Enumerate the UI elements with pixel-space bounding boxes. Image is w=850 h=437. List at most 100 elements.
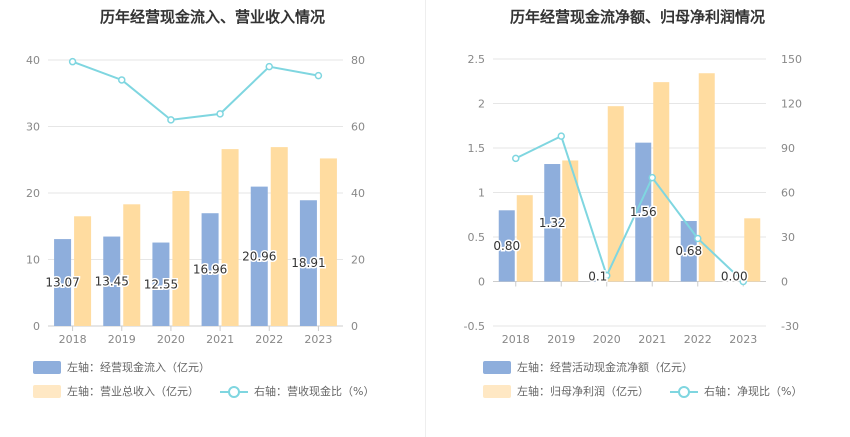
bar bbox=[607, 106, 624, 282]
chart-panel-inflow-revenue: 历年经营现金流入、营业收入情况 0 0 10 20 20 40 30 60 40 80 2018 20… bbox=[26, 8, 374, 399]
legend-swatch bbox=[33, 384, 61, 398]
y-left-tick-label: 20 bbox=[26, 187, 40, 200]
bar bbox=[201, 213, 219, 326]
x-tick-label: 2023 bbox=[304, 333, 332, 346]
data-label: 0.00 bbox=[721, 270, 748, 284]
panel-divider bbox=[425, 0, 426, 437]
bar bbox=[103, 236, 121, 326]
legend-item[interactable]: 左轴：经营现金流入（亿元） bbox=[33, 359, 210, 375]
x-tick-label: 2021 bbox=[206, 333, 234, 346]
chart-title: 历年经营现金流净额、归母净利润情况 bbox=[509, 8, 765, 26]
y-left-tick-label: 0.5 bbox=[468, 231, 486, 244]
data-label: 0.68 bbox=[675, 244, 702, 258]
legend-line-swatch bbox=[220, 385, 248, 398]
bar bbox=[319, 158, 337, 326]
y-left-tick-label: 0 bbox=[33, 320, 40, 333]
chart-title: 历年经营现金流入、营业收入情况 bbox=[99, 8, 325, 26]
legend-swatch bbox=[483, 360, 511, 374]
x-tick-label: 2018 bbox=[59, 333, 87, 346]
bar bbox=[562, 160, 579, 282]
bar bbox=[270, 147, 288, 326]
bar bbox=[498, 210, 515, 282]
bar bbox=[74, 216, 92, 326]
y-left-tick-label: 30 bbox=[26, 121, 40, 134]
legend-swatch bbox=[33, 360, 61, 374]
y-right-tick-label: 60 bbox=[351, 121, 365, 134]
y-left-tick-label: 2 bbox=[478, 98, 485, 111]
legend-item[interactable]: 右轴：净现比（%） bbox=[670, 383, 802, 399]
data-label: 0.1 bbox=[588, 270, 607, 284]
x-tick-label: 2019 bbox=[108, 333, 136, 346]
y-right-tick-label: 90 bbox=[781, 142, 795, 155]
bar bbox=[698, 73, 715, 282]
y-right-tick-label: 60 bbox=[781, 187, 795, 200]
x-tick-label: 2018 bbox=[502, 333, 530, 346]
y-left-tick-label: 1 bbox=[478, 187, 485, 200]
bar bbox=[152, 242, 170, 326]
x-tick-label: 2021 bbox=[638, 333, 666, 346]
bar bbox=[744, 218, 761, 282]
chart-panel-netflow-profit: 历年经营现金流净额、归母净利润情况 -0.5 -30 0 0 0.5 30 1 60 1.5 90… bbox=[425, 0, 850, 437]
data-label: 16.96 bbox=[193, 263, 227, 277]
legend-item[interactable]: 左轴：经营活动现金流净额（亿元） bbox=[483, 359, 693, 375]
bar bbox=[544, 164, 561, 282]
series-line bbox=[515, 134, 744, 283]
chart-canvas: -0.5 -30 0 0 0.5 30 1 60 1.5 90 2 120 2.5 150 2018 2019… bbox=[464, 53, 802, 346]
y-right-tick-label: 40 bbox=[351, 187, 365, 200]
line-point bbox=[603, 271, 611, 280]
y-left-tick-label: 2.5 bbox=[468, 53, 486, 66]
legend-item[interactable]: 右轴：营收现金比（%） bbox=[220, 383, 374, 399]
legend-item[interactable]: 左轴：归母净利润（亿元） bbox=[483, 383, 649, 399]
data-label: 1.56 bbox=[630, 205, 657, 219]
legend-label: 右轴：营收现金比（%） bbox=[254, 385, 375, 398]
data-label: 20.96 bbox=[242, 249, 276, 263]
bar bbox=[250, 186, 268, 326]
y-right-tick-label: 150 bbox=[781, 53, 802, 66]
data-label: 13.07 bbox=[45, 276, 79, 290]
y-right-tick-label: 80 bbox=[351, 54, 365, 67]
x-tick-label: 2023 bbox=[729, 333, 757, 346]
legend-label: 右轴：净现比（%） bbox=[704, 385, 803, 398]
x-tick-label: 2019 bbox=[547, 333, 575, 346]
line-point bbox=[118, 76, 126, 84]
y-right-tick-label: 30 bbox=[781, 231, 795, 244]
bar bbox=[516, 195, 533, 282]
y-left-tick-label: 10 bbox=[26, 254, 40, 267]
line-point bbox=[265, 62, 273, 71]
bar bbox=[299, 200, 317, 326]
legend-label: 左轴：营业总收入（亿元） bbox=[67, 385, 199, 398]
line-point bbox=[512, 154, 520, 163]
y-left-tick-label: 0 bbox=[478, 276, 485, 289]
bar bbox=[680, 220, 697, 282]
bar bbox=[221, 149, 239, 326]
bar bbox=[635, 142, 652, 282]
y-left-tick-label: 1.5 bbox=[468, 142, 486, 155]
y-right-tick-label: -30 bbox=[781, 320, 799, 333]
y-left-tick-label: 40 bbox=[26, 54, 40, 67]
bar bbox=[589, 280, 606, 282]
x-tick-label: 2020 bbox=[157, 333, 185, 346]
line-point bbox=[314, 71, 323, 80]
y-left-tick-label: -0.5 bbox=[464, 320, 485, 333]
x-tick-label: 2020 bbox=[593, 333, 621, 346]
legend-item[interactable]: 左轴：营业总收入（亿元） bbox=[33, 383, 199, 399]
data-label: 0.80 bbox=[493, 239, 520, 253]
legend-swatch bbox=[483, 384, 511, 398]
series-line bbox=[72, 60, 319, 121]
data-label: 13.45 bbox=[95, 274, 129, 288]
line-point bbox=[216, 110, 224, 118]
line-point bbox=[694, 234, 702, 243]
legend-label: 左轴：归母净利润（亿元） bbox=[517, 385, 649, 398]
line-point bbox=[68, 57, 77, 66]
line-point bbox=[557, 132, 565, 140]
legend-label: 左轴：经营现金流入（亿元） bbox=[67, 361, 210, 374]
line-point bbox=[167, 116, 175, 124]
line-point bbox=[739, 277, 747, 286]
line-point bbox=[648, 173, 656, 182]
bar bbox=[172, 191, 190, 326]
x-tick-label: 2022 bbox=[255, 333, 283, 346]
bar bbox=[653, 82, 670, 282]
data-label: 12.55 bbox=[144, 277, 178, 291]
legend-label: 左轴：经营活动现金流净额（亿元） bbox=[517, 361, 693, 374]
